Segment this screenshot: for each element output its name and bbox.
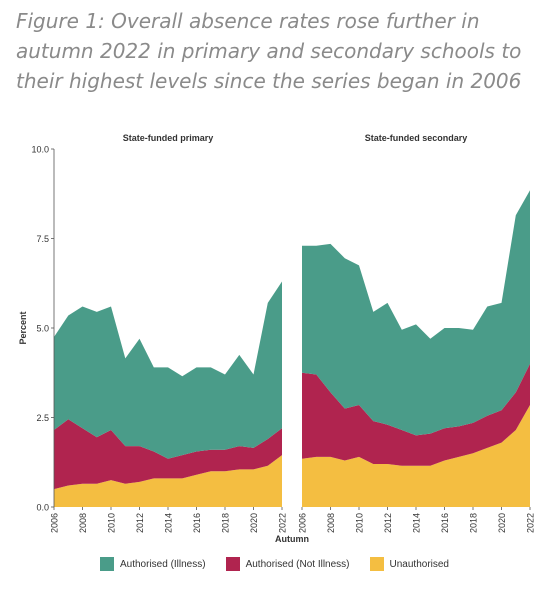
legend-label-illness: Authorised (Illness) (119, 558, 206, 570)
legend-swatch-not-illness (225, 557, 240, 571)
legend-label-unauthorised: Unauthorised (389, 558, 449, 570)
figure-title: Figure 1: Overall absence rates rose fur… (16, 9, 522, 93)
legend-swatch-illness (99, 557, 114, 571)
y-tick-label: 2.5 (36, 413, 49, 423)
x-tick-label: 2016 (440, 513, 450, 533)
area-unauthorised-primary (54, 455, 282, 507)
x-tick-label: 2012 (135, 513, 145, 533)
x-axis-title: Autumn (275, 534, 309, 544)
x-tick-label: 2006 (50, 513, 60, 533)
x-tick-label: 2014 (412, 513, 422, 533)
y-tick-label: 10.0 (31, 145, 49, 155)
legend-item-not-illness: Authorised (Not Illness) (225, 557, 350, 571)
chart-legend: Authorised (Illness) Authorised (Not Ill… (0, 557, 549, 571)
x-tick-label: 2012 (383, 513, 393, 533)
x-tick-label: 2022 (278, 513, 288, 533)
y-tick-label: 7.5 (36, 234, 49, 244)
x-tick-label: 2020 (497, 513, 507, 533)
x-tick-label: 2010 (107, 513, 117, 533)
absence-rates-chart: State-funded primary 2006 2008 2010 2012 2014… (18, 133, 536, 544)
x-tick-label: 2006 (298, 513, 308, 533)
legend-item-illness: Authorised (Illness) (99, 557, 206, 571)
x-tick-label: 2016 (192, 513, 202, 533)
x-tick-label: 2020 (249, 513, 259, 533)
area-unauthorised-secondary (302, 405, 530, 507)
x-tick-label: 2018 (221, 513, 231, 533)
x-tick-label: 2022 (526, 513, 536, 533)
legend-label-not-illness: Authorised (Not Illness) (245, 558, 350, 570)
x-tick-label: 2008 (78, 513, 88, 533)
y-axis-title: Percent (18, 311, 28, 344)
panel-title-secondary: State-funded secondary (365, 133, 468, 143)
legend-item-unauthorised: Unauthorised (369, 557, 449, 571)
y-tick-label: 5.0 (36, 324, 49, 334)
x-tick-label: 2018 (469, 513, 479, 533)
x-tick-label: 2008 (326, 513, 336, 533)
x-tick-label: 2014 (164, 513, 174, 533)
panel-title-primary: State-funded primary (123, 133, 214, 143)
area-illness-primary (54, 281, 282, 459)
area-not_illness-primary (54, 419, 282, 490)
x-tick-label: 2010 (355, 513, 365, 533)
legend-swatch-unauthorised (369, 557, 384, 571)
area-not_illness-secondary (302, 363, 530, 466)
y-tick-label: 0.0 (36, 503, 49, 513)
area-illness-secondary (302, 190, 530, 436)
